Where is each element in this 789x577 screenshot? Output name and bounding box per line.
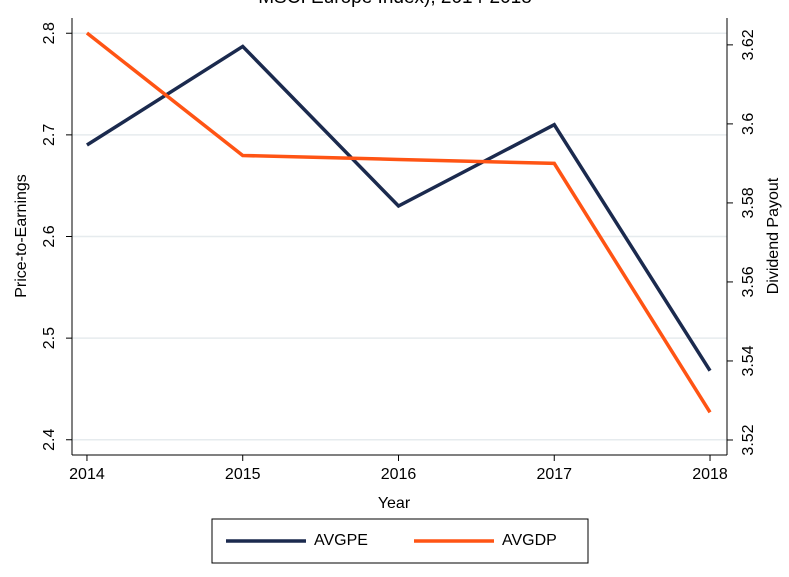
- y2-tick-label: 3.58: [740, 187, 757, 218]
- y-tick-label: 2.6: [41, 225, 58, 247]
- series-line: [86, 44, 712, 372]
- y2-axis-title: Dividend Payout: [765, 177, 782, 294]
- x-tick-label: 2016: [381, 466, 417, 483]
- y2-tick-label: 3.6: [740, 113, 757, 135]
- y2-tick-label: 3.56: [740, 266, 757, 297]
- y-tick-label: 2.7: [41, 124, 58, 146]
- legend-label: AVGDP: [502, 532, 557, 549]
- x-tick-label: 2017: [536, 466, 572, 483]
- chart-title: MSCI Europe Index), 2014-2018: [258, 0, 532, 8]
- y-tick-label: 2.8: [41, 22, 58, 44]
- y2-tick-label: 3.62: [740, 29, 757, 60]
- y-tick-label: 2.4: [41, 429, 58, 451]
- x-tick-label: 2018: [692, 466, 728, 483]
- x-axis-title: Year: [378, 495, 411, 512]
- x-tick-label: 2015: [225, 466, 261, 483]
- y2-tick-label: 3.54: [740, 345, 757, 376]
- y-tick-label: 2.5: [41, 327, 58, 349]
- legend-label: AVGPE: [314, 532, 368, 549]
- x-tick-label: 2014: [69, 466, 105, 483]
- series-line: [85, 31, 712, 414]
- y2-tick-label: 3.52: [740, 424, 757, 455]
- y-axis-title: Price-to-Earnings: [13, 174, 30, 298]
